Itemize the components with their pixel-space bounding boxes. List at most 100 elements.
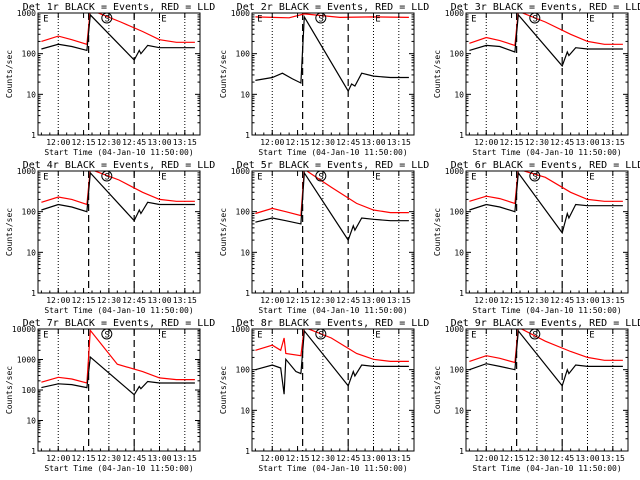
region-marker-e: E	[257, 331, 262, 341]
panel-1: Det 1r BLACK = Events, RED = LLD 1 10 100 10…	[5, 2, 215, 157]
y-tick-label: 100	[236, 208, 251, 217]
x-tick-label: 12:30	[311, 454, 335, 463]
y-tick-label: 10	[26, 90, 36, 99]
series-group	[255, 171, 409, 242]
x-tick-label: 13:15	[601, 454, 625, 463]
x-tick-label: 13:00	[147, 296, 171, 305]
y-tick-label: 100	[236, 50, 251, 59]
x-tick-label: 12:45	[122, 138, 146, 147]
series-events-line	[41, 13, 195, 62]
y-tick-label: 1	[245, 447, 250, 456]
series-events-line	[255, 14, 409, 93]
region-marker-e: E	[375, 15, 380, 25]
x-tick-label: 12:30	[97, 454, 121, 463]
x-tick-label: 12:15	[286, 138, 310, 147]
y-tick-label: 100	[22, 50, 37, 59]
x-tick-label: 12:30	[311, 296, 335, 305]
marker-circle	[529, 328, 541, 340]
y-axis-label: Counts/sec	[5, 50, 14, 98]
x-tick-label: 13:00	[575, 296, 599, 305]
series-group	[255, 13, 409, 93]
region-marker-s: S	[532, 173, 537, 183]
panel-title: Det 8r BLACK = Events, RED = LLD	[237, 318, 430, 329]
plot-frame	[251, 328, 415, 452]
panel-6: Det 6r BLACK = Events, RED = LLD 1 10 100 10…	[433, 160, 640, 315]
y-tick-label: 1000	[231, 325, 250, 334]
region-marker-e: E	[161, 15, 166, 25]
marker-circle	[315, 328, 327, 340]
region-marker-e: E	[43, 331, 48, 341]
x-tick-label: 12:00	[46, 296, 70, 305]
panel-title: Det 5r BLACK = Events, RED = LLD	[237, 160, 430, 171]
region-marker-e: E	[471, 173, 476, 183]
x-tick-label: 13:15	[601, 138, 625, 147]
x-tick-label: 13:00	[361, 138, 385, 147]
y-axis-label: Counts/sec	[433, 366, 442, 414]
region-marker-e: E	[375, 173, 380, 183]
y-tick-label: 1	[459, 289, 464, 298]
series-lld-line	[469, 329, 623, 364]
x-tick-label: 12:00	[46, 454, 70, 463]
x-tick-label: 12:30	[311, 138, 335, 147]
marker-circle	[101, 12, 113, 24]
region-marker-s: S	[532, 331, 537, 341]
y-tick-label: 10	[240, 248, 250, 257]
x-tick-label: 12:45	[336, 138, 360, 147]
panel-title: Det 9r BLACK = Events, RED = LLD	[451, 318, 640, 329]
region-marker-e: E	[161, 331, 166, 341]
y-tick-label: 10	[240, 90, 250, 99]
x-tick-label: 12:00	[474, 454, 498, 463]
y-axis-label: Counts/sec	[433, 208, 442, 256]
series-events-line	[255, 329, 409, 395]
region-marker-e: E	[161, 173, 166, 183]
region-marker-e: E	[257, 15, 262, 25]
series-group	[41, 171, 195, 222]
panel-title: Det 1r BLACK = Events, RED = LLD	[23, 2, 216, 13]
region-marker-s: S	[318, 331, 323, 341]
x-tick-label: 12:15	[500, 138, 524, 147]
series-group	[255, 329, 409, 395]
x-axis-label: Start Time (04-Jan-10 11:50:00)	[472, 148, 621, 157]
series-events-line	[255, 171, 409, 242]
panel-9: Det 9r BLACK = Events, RED = LLD 1 10 100 10…	[433, 318, 640, 473]
x-axis-label: Start Time (04-Jan-10 11:50:00)	[472, 306, 621, 315]
series-events-line	[469, 329, 623, 388]
x-axis-label: Start Time (04-Jan-10 11:50:00)	[44, 464, 193, 473]
region-marker-e: E	[471, 15, 476, 25]
y-axis-label: Counts/sec	[5, 366, 14, 414]
plot-frame	[465, 170, 629, 294]
y-tick-label: 10	[240, 406, 250, 415]
region-marker-e: E	[43, 173, 48, 183]
marker-circle	[101, 328, 113, 340]
x-tick-label: 12:45	[122, 454, 146, 463]
x-tick-label: 13:15	[387, 454, 411, 463]
x-tick-label: 13:15	[173, 138, 197, 147]
x-tick-label: 12:00	[46, 138, 70, 147]
x-tick-label: 12:45	[550, 296, 574, 305]
series-events-line	[41, 171, 195, 222]
panel-5: Det 5r BLACK = Events, RED = LLD 1 10 100 10…	[219, 160, 429, 315]
x-tick-label: 12:15	[286, 296, 310, 305]
panel-3: Det 3r BLACK = Events, RED = LLD 1 10 100 10…	[433, 2, 640, 157]
y-tick-label: 1	[459, 131, 464, 140]
y-tick-label: 1000	[445, 9, 464, 18]
series-group	[469, 329, 623, 388]
y-axis-label: Counts/sec	[433, 50, 442, 98]
y-tick-label: 10	[26, 248, 36, 257]
x-axis-label: Start Time (04-Jan-10 11:50:00)	[258, 306, 407, 315]
x-tick-label: 13:00	[361, 296, 385, 305]
x-tick-label: 12:00	[474, 296, 498, 305]
x-tick-label: 13:15	[387, 296, 411, 305]
marker-circle	[315, 12, 327, 24]
region-marker-s: S	[532, 15, 537, 25]
x-tick-label: 13:15	[601, 296, 625, 305]
y-tick-label: 1	[31, 447, 36, 456]
x-tick-label: 12:30	[97, 296, 121, 305]
marker-circle	[529, 170, 541, 182]
y-tick-label: 1000	[17, 167, 36, 176]
region-marker-s: S	[318, 173, 323, 183]
y-tick-label: 100	[22, 386, 37, 395]
x-tick-label: 12:45	[122, 296, 146, 305]
y-tick-label: 100	[450, 208, 465, 217]
